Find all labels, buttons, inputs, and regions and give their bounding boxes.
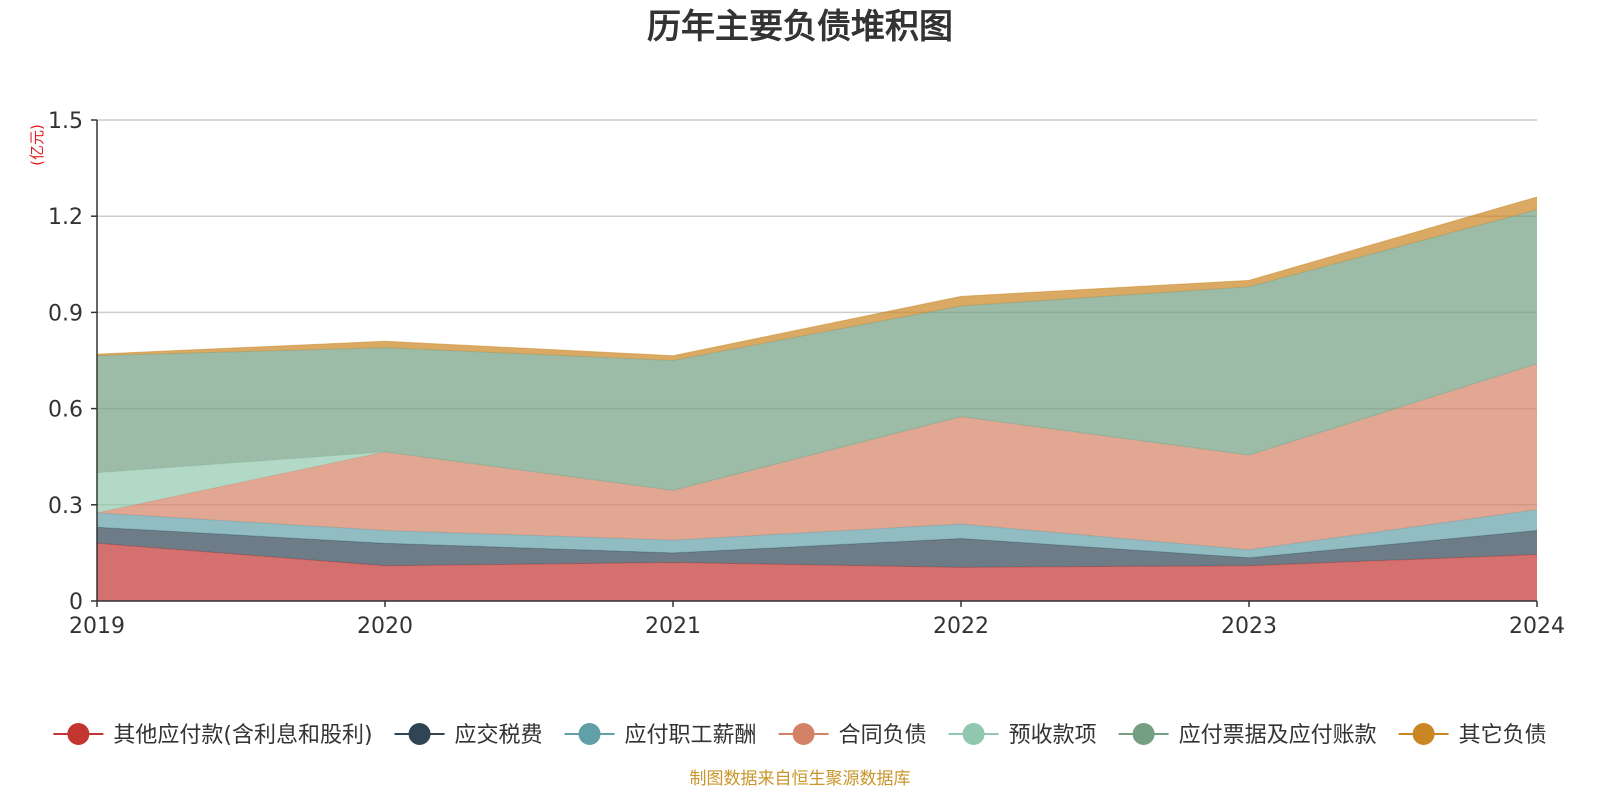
legend-marker-dot — [67, 723, 90, 745]
legend-item[interactable]: 合同负债 — [778, 723, 927, 748]
area-series-0 — [97, 543, 1537, 601]
y-axis-unit: (亿元) — [28, 124, 46, 166]
legend-label: 应付职工薪酬 — [625, 723, 757, 748]
y-tick-label: 1.2 — [48, 205, 83, 230]
x-tick-label: 2022 — [933, 614, 989, 639]
legend-marker-dot — [408, 723, 431, 745]
legend-marker-dot — [578, 723, 601, 745]
legend-item[interactable]: 应付票据及应付账款 — [1118, 723, 1377, 748]
y-tick-label: 0.6 — [48, 398, 83, 423]
legend-label: 其他应付款(含利息和股利) — [113, 723, 372, 748]
x-tick-label: 2024 — [1509, 614, 1565, 639]
legend: 其他应付款(含利息和股利) 应交税费 应付职工薪酬 合同负债 预收款项 应付票据及应付账款… — [53, 723, 1547, 748]
legend-marker-dot — [792, 723, 815, 745]
x-tick-label: 2019 — [69, 614, 125, 639]
area-series-5 — [97, 209, 1537, 491]
data-source-note: 制图数据来自恒生聚源数据库 — [690, 769, 911, 789]
legend-item[interactable]: 应付职工薪酬 — [564, 723, 757, 748]
legend-item[interactable]: 预收款项 — [948, 723, 1097, 748]
legend-marker-dot — [962, 723, 985, 745]
legend-item[interactable]: 应交税费 — [394, 723, 543, 748]
legend-label: 应付票据及应付账款 — [1179, 723, 1377, 748]
legend-label: 合同负债 — [839, 723, 927, 748]
area-series-1 — [97, 527, 1537, 568]
chart-title: 历年主要负债堆积图 — [647, 7, 953, 47]
legend-item[interactable]: 其他应付款(含利息和股利) — [53, 723, 373, 748]
area-series-3 — [97, 363, 1537, 550]
y-tick-label: 1.5 — [48, 109, 83, 134]
x-tick-label: 2023 — [1221, 614, 1277, 639]
legend-label: 预收款项 — [1009, 723, 1097, 748]
y-tick-label: 0.3 — [48, 494, 83, 519]
y-tick-label: 0.9 — [48, 301, 83, 326]
area-series-6 — [97, 196, 1537, 361]
legend-marker-dot — [1412, 723, 1435, 745]
stacked-areas — [96, 196, 1538, 601]
x-tick-label: 2020 — [357, 614, 413, 639]
x-tick-label: 2021 — [645, 614, 701, 639]
y-tick-label: 0 — [69, 590, 83, 615]
legend-item[interactable]: 其它负债 — [1398, 723, 1547, 748]
legend-marker-dot — [1132, 723, 1155, 745]
legend-label: 其它负债 — [1459, 723, 1547, 748]
area-series-2 — [97, 509, 1537, 558]
area-series-line-6 — [96, 196, 1538, 357]
axes: 0 0.3 0.6 0.9 1.2 1.5 2019 2020 2021 2022 2023 2024 — [48, 109, 1565, 639]
legend-label: 应交税费 — [455, 723, 543, 748]
